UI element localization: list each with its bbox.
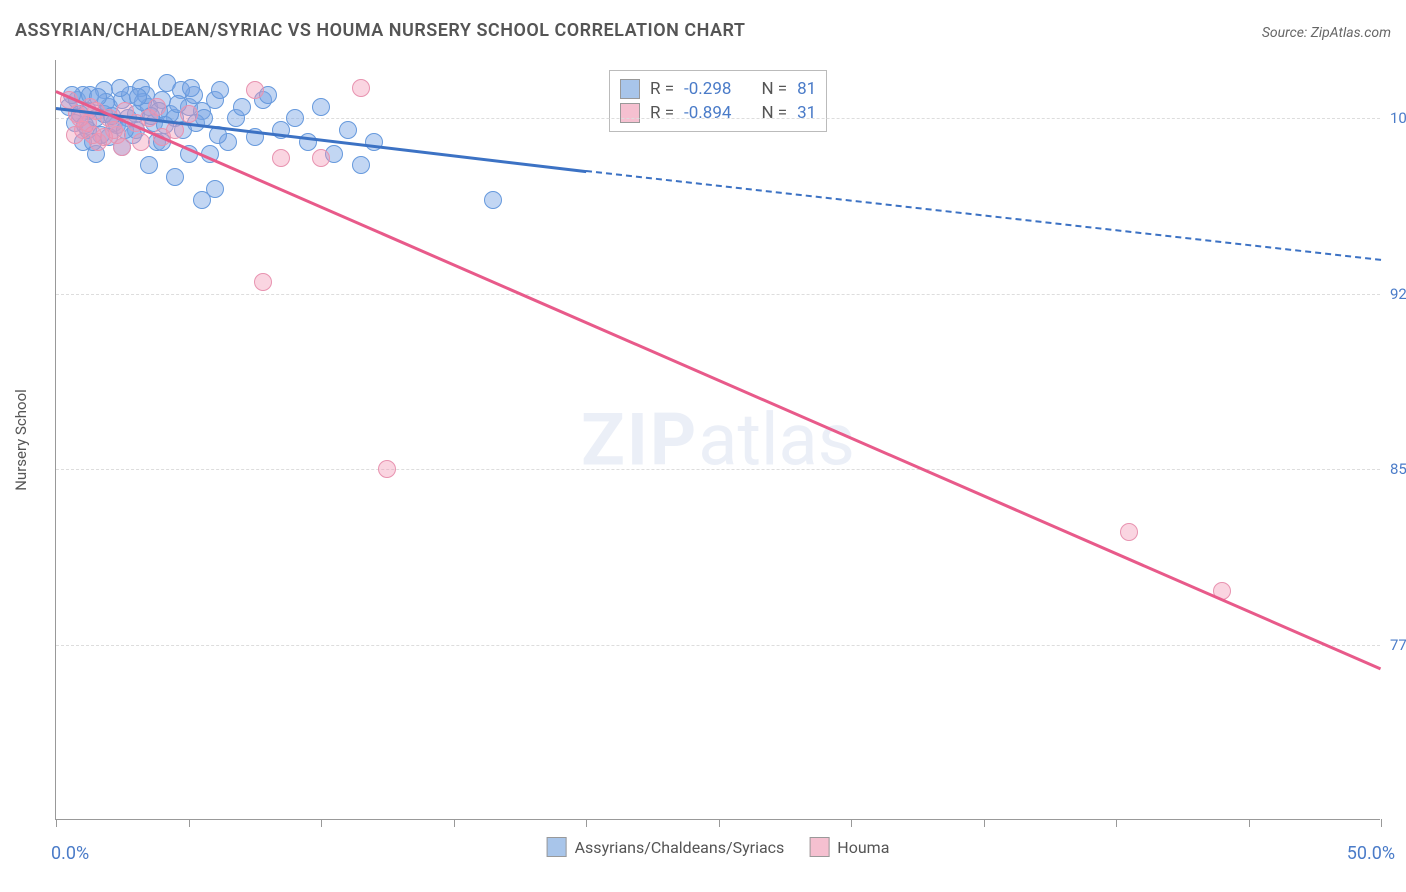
data-point xyxy=(233,98,251,116)
gridline-h xyxy=(56,294,1380,295)
data-point xyxy=(140,156,158,174)
x-max-label: 50.0% xyxy=(1347,843,1395,864)
data-point xyxy=(272,149,290,167)
data-point xyxy=(132,133,150,151)
x-tick xyxy=(984,819,985,827)
chart-title: ASSYRIAN/CHALDEAN/SYRIAC VS HOUMA NURSER… xyxy=(15,20,745,41)
chart-container: ASSYRIAN/CHALDEAN/SYRIAC VS HOUMA NURSER… xyxy=(0,0,1406,892)
trendline-dashed xyxy=(586,170,1381,261)
bottom-legend: Assyrians/Chaldeans/Syriacs Houma xyxy=(547,837,890,857)
n-label: N = xyxy=(761,103,787,123)
swatch-icon xyxy=(620,79,640,99)
n-label: N = xyxy=(761,79,787,99)
data-point xyxy=(211,81,229,99)
x-tick xyxy=(851,819,852,827)
x-tick xyxy=(719,819,720,827)
swatch-icon xyxy=(547,837,567,857)
trendline xyxy=(56,90,1382,670)
data-point xyxy=(84,126,102,144)
data-point xyxy=(254,273,272,291)
gridline-h xyxy=(56,645,1380,646)
r-value: -0.298 xyxy=(684,79,731,99)
y-tick-label: 92.5% xyxy=(1390,285,1406,303)
x-tick xyxy=(189,819,190,827)
stats-row: R = -0.298 N = 81 xyxy=(620,77,816,101)
gridline-h xyxy=(56,118,1380,119)
legend-label: Assyrians/Chaldeans/Syriacs xyxy=(575,838,785,857)
data-point xyxy=(1120,523,1138,541)
n-value: 31 xyxy=(797,103,816,123)
x-tick xyxy=(1381,819,1382,827)
r-label: R = xyxy=(650,103,674,123)
r-value: -0.894 xyxy=(684,103,731,123)
data-point xyxy=(148,98,166,116)
data-point xyxy=(180,105,198,123)
x-tick xyxy=(321,819,322,827)
stats-legend-box: R = -0.298 N = 81 R = -0.894 N = 31 xyxy=(609,70,827,132)
data-point xyxy=(246,81,264,99)
data-point xyxy=(312,98,330,116)
data-point xyxy=(182,79,200,97)
data-point xyxy=(166,168,184,186)
data-point xyxy=(352,79,370,97)
legend-label: Houma xyxy=(837,838,889,857)
x-tick xyxy=(1249,819,1250,827)
legend-item: Assyrians/Chaldeans/Syriacs xyxy=(547,837,785,857)
data-point xyxy=(484,191,502,209)
swatch-icon xyxy=(809,837,829,857)
r-label: R = xyxy=(650,79,674,99)
chart-header: ASSYRIAN/CHALDEAN/SYRIAC VS HOUMA NURSER… xyxy=(15,20,1391,41)
x-tick xyxy=(1116,819,1117,827)
swatch-icon xyxy=(620,103,640,123)
data-point xyxy=(105,121,123,139)
data-point xyxy=(378,460,396,478)
x-min-label: 0.0% xyxy=(51,843,89,864)
data-point xyxy=(113,138,131,156)
data-point xyxy=(339,121,357,139)
data-point xyxy=(286,109,304,127)
x-tick xyxy=(454,819,455,827)
data-point xyxy=(352,156,370,174)
x-tick xyxy=(586,819,587,827)
data-point xyxy=(206,180,224,198)
x-tick xyxy=(56,819,57,827)
y-tick-label: 77.5% xyxy=(1390,636,1406,654)
y-tick-label: 100.0% xyxy=(1390,109,1406,127)
stats-row: R = -0.894 N = 31 xyxy=(620,101,816,125)
data-point xyxy=(129,88,147,106)
y-axis-label: Nursery School xyxy=(12,389,30,491)
source-label: Source: ZipAtlas.com xyxy=(1262,25,1391,41)
n-value: 81 xyxy=(797,79,816,99)
data-point xyxy=(111,79,129,97)
gridline-h xyxy=(56,469,1380,470)
data-point xyxy=(312,149,330,167)
plot-area: Nursery School ZIPatlas R =-0.298N =81R … xyxy=(55,60,1380,820)
y-tick-label: 85.0% xyxy=(1390,460,1406,478)
data-point xyxy=(66,126,84,144)
legend-item: Houma xyxy=(809,837,889,857)
